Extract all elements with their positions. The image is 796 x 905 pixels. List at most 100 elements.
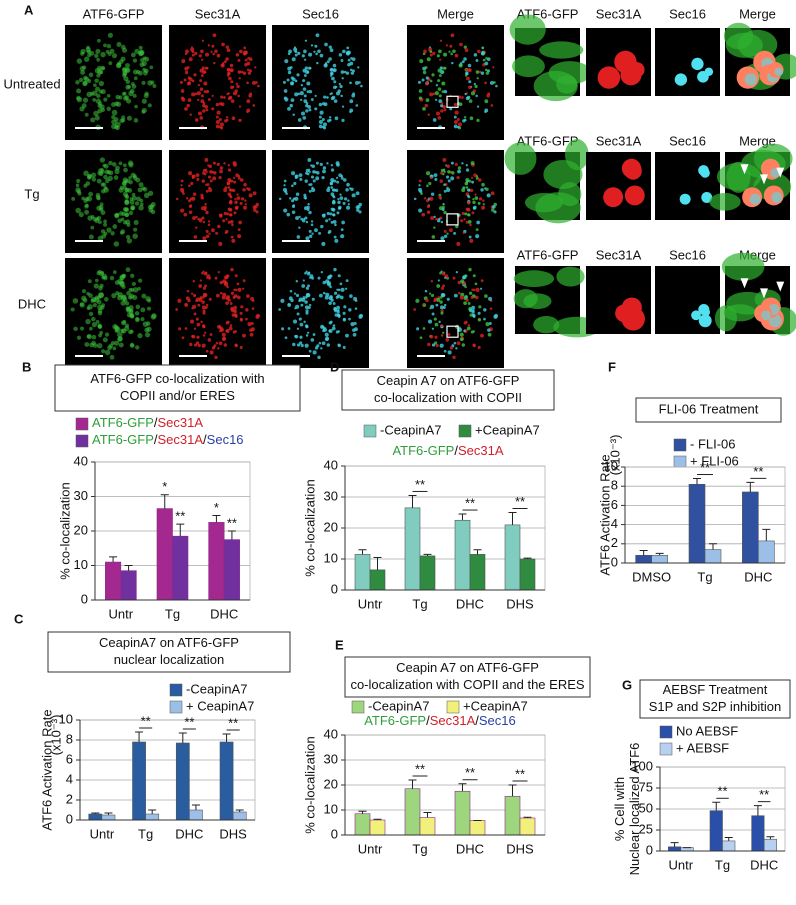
- micro-dot: [87, 279, 92, 284]
- micro-dot: [238, 77, 241, 80]
- legend-swatch: [446, 700, 460, 714]
- micro-dot: [302, 87, 307, 91]
- micro-dot: [104, 297, 109, 302]
- micro-dot: [445, 175, 450, 179]
- zoom-column-header: Sec31A: [596, 133, 642, 148]
- micro-dot: [333, 85, 337, 90]
- micro-dot: [230, 291, 235, 295]
- micro-dot: [427, 113, 430, 116]
- micro-dot: [429, 53, 433, 57]
- micro-dot: [438, 193, 442, 197]
- micro-dot: [432, 118, 437, 122]
- micro-dot: [306, 208, 310, 211]
- micro-dot: [97, 269, 102, 274]
- micro-dot: [418, 184, 421, 187]
- micro-dot: [121, 211, 126, 217]
- micro-dot: [435, 98, 438, 102]
- micro-dot: [209, 333, 213, 336]
- bar: [742, 491, 759, 564]
- x-tick-label: Tg: [412, 596, 427, 611]
- significance: *: [214, 500, 219, 515]
- micro-dot: [86, 306, 91, 311]
- micro-dot: [424, 103, 428, 108]
- error-bar: [766, 836, 775, 840]
- micro-dot: [477, 311, 481, 315]
- micro-dot: [472, 288, 476, 292]
- micro-dot: [215, 341, 219, 345]
- micro-dot: [188, 184, 191, 188]
- micro-dot: [209, 179, 213, 183]
- micro-dot: [463, 118, 467, 122]
- micro-dot: [318, 293, 323, 298]
- micro-dot: [198, 297, 203, 302]
- title-box: [639, 679, 791, 719]
- zoom-micrograph: [586, 152, 651, 220]
- micro-dot: [426, 171, 431, 176]
- micro-dot: [207, 223, 211, 227]
- micro-dot: [493, 210, 497, 214]
- micro-dot: [112, 346, 117, 351]
- micrograph: [169, 258, 266, 368]
- micro-dot: [82, 75, 88, 81]
- micro-dot: [196, 177, 200, 181]
- micro-dot: [459, 62, 463, 65]
- micro-dot: [441, 81, 446, 86]
- micro-dot: [192, 192, 197, 196]
- micro-dot: [141, 107, 147, 114]
- micro-dot: [284, 59, 289, 64]
- micro-dot: [291, 57, 296, 62]
- panel-label: F: [608, 359, 616, 374]
- micro-dot: [345, 333, 349, 338]
- micro-dot: [211, 346, 216, 350]
- zoom-blob: [723, 304, 757, 322]
- micro-dot: [90, 117, 96, 123]
- micro-dot: [205, 189, 209, 193]
- micro-dot: [287, 303, 290, 306]
- micro-dot: [317, 276, 321, 280]
- micro-dot: [438, 49, 442, 54]
- micro-dot: [307, 331, 310, 334]
- micro-dot: [470, 91, 476, 96]
- micro-dot: [180, 208, 185, 213]
- micro-dot: [205, 52, 210, 57]
- micro-dot: [237, 176, 241, 180]
- micro-dot: [73, 326, 78, 332]
- micro-dot: [178, 327, 182, 331]
- legend-swatch: [673, 455, 687, 469]
- micro-dot: [331, 200, 336, 205]
- micro-dot: [89, 326, 93, 331]
- micro-dot: [418, 89, 423, 93]
- micro-dot: [350, 322, 355, 327]
- title-box: [47, 631, 291, 673]
- micro-dot: [216, 110, 221, 115]
- micro-dot: [203, 293, 208, 298]
- zoom-blob: [513, 289, 538, 309]
- micro-dot: [243, 182, 247, 187]
- micro-dot: [132, 58, 138, 63]
- micro-dot: [330, 168, 335, 172]
- micro-dot: [144, 327, 150, 333]
- micro-dot: [314, 107, 318, 111]
- micro-dot: [467, 302, 471, 305]
- micro-dot: [429, 92, 434, 97]
- micro-dot: [345, 188, 349, 192]
- micro-dot: [80, 70, 86, 75]
- micro-dot: [304, 39, 308, 42]
- micro-dot: [444, 276, 447, 279]
- micro-dot: [463, 321, 467, 325]
- micro-dot: [336, 180, 340, 184]
- micro-dot: [467, 63, 472, 68]
- micro-dot: [301, 297, 306, 302]
- micro-dot: [129, 343, 135, 348]
- micro-dot: [484, 294, 488, 298]
- y-axis-label: ATF6 Activation Rate: [597, 454, 612, 575]
- micro-dot: [347, 203, 350, 206]
- micro-dot: [465, 186, 469, 189]
- micro-dot: [203, 90, 207, 93]
- y-tick-label: 30: [324, 751, 338, 766]
- micro-dot: [456, 175, 460, 180]
- micro-dot: [230, 235, 234, 239]
- micro-dot: [485, 322, 490, 327]
- micro-dot: [425, 81, 429, 86]
- micro-dot: [303, 49, 307, 54]
